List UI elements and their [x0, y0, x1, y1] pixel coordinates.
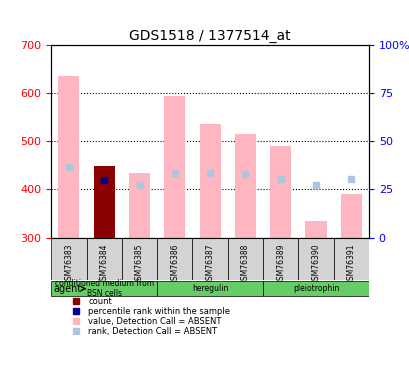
Bar	[58, 76, 79, 237]
FancyBboxPatch shape	[263, 237, 298, 280]
FancyBboxPatch shape	[263, 281, 368, 296]
Bar	[128, 172, 150, 237]
Text: GSM76388: GSM76388	[240, 244, 249, 285]
Bar	[305, 220, 326, 237]
FancyBboxPatch shape	[86, 237, 121, 280]
Bar	[340, 194, 361, 237]
Bar	[234, 134, 255, 237]
Text: GSM76391: GSM76391	[346, 244, 355, 285]
Text: GSM76389: GSM76389	[276, 244, 285, 285]
Title: GDS1518 / 1377514_at: GDS1518 / 1377514_at	[129, 28, 290, 43]
FancyBboxPatch shape	[121, 237, 157, 280]
FancyBboxPatch shape	[157, 281, 263, 296]
Text: value, Detection Call = ABSENT: value, Detection Call = ABSENT	[88, 316, 221, 326]
FancyBboxPatch shape	[192, 237, 227, 280]
Text: heregulin: heregulin	[191, 284, 228, 293]
Text: pleiotrophin: pleiotrophin	[292, 284, 338, 293]
Text: percentile rank within the sample: percentile rank within the sample	[88, 307, 230, 316]
Text: GSM76383: GSM76383	[64, 244, 73, 285]
FancyBboxPatch shape	[227, 237, 263, 280]
Bar	[164, 96, 185, 237]
Text: rank, Detection Call = ABSENT: rank, Detection Call = ABSENT	[88, 327, 217, 336]
FancyBboxPatch shape	[298, 237, 333, 280]
Text: agent: agent	[53, 284, 85, 294]
Bar	[199, 124, 220, 237]
FancyBboxPatch shape	[157, 237, 192, 280]
Text: GSM76386: GSM76386	[170, 244, 179, 285]
Text: GSM76387: GSM76387	[205, 244, 214, 285]
Text: count: count	[88, 297, 112, 306]
Text: GSM76384: GSM76384	[99, 244, 108, 285]
FancyBboxPatch shape	[333, 237, 368, 280]
Text: conditioned medium from
BSN cells: conditioned medium from BSN cells	[54, 279, 153, 298]
Text: GSM76385: GSM76385	[135, 244, 144, 285]
Bar	[93, 166, 115, 237]
FancyBboxPatch shape	[51, 237, 86, 280]
FancyBboxPatch shape	[51, 281, 157, 296]
Text: GSM76390: GSM76390	[311, 244, 320, 285]
Bar	[270, 146, 291, 237]
